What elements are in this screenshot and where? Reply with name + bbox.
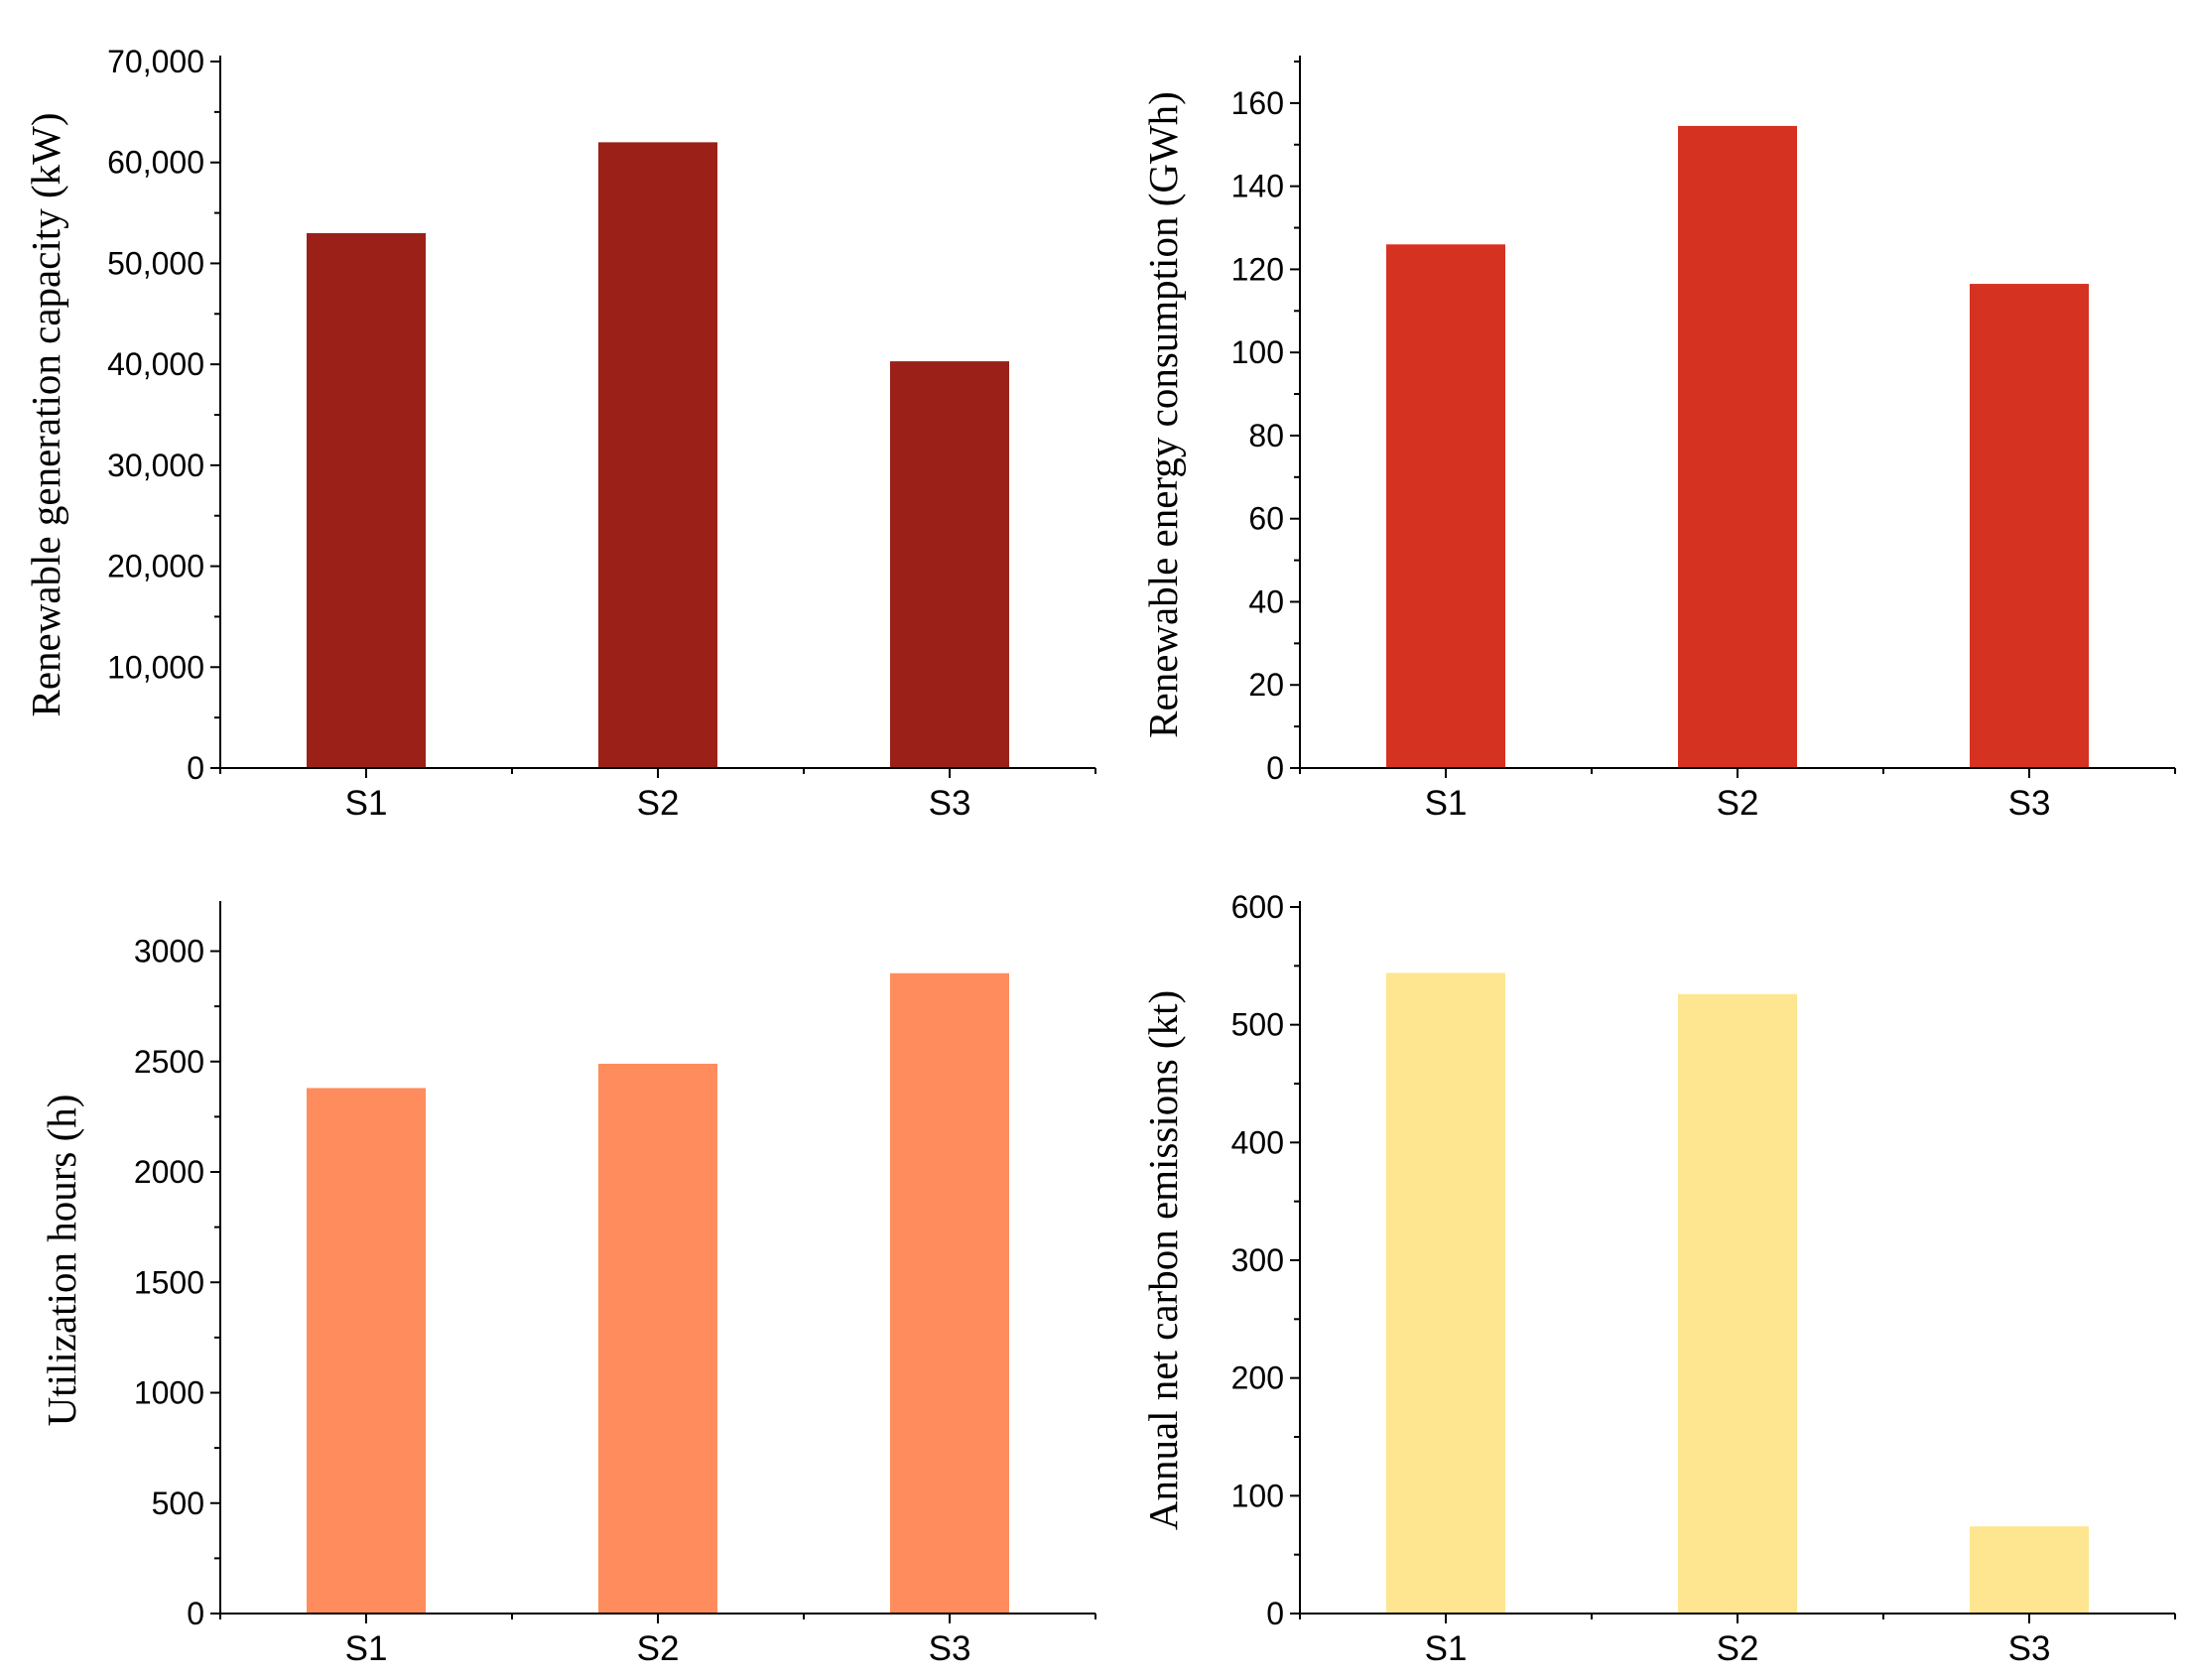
bar-s1 [307,1088,426,1614]
bar-s1 [1386,972,1505,1614]
chart-panel-2: 0 20 40 60 80 100 120 140 160 S1 S2 S3 Renewable ene… [1140,56,2176,823]
chart-panel-3: 0 500 1000 1500 2000 2500 3000 S1 S2 S3 Utilizatio… [39,901,1096,1668]
y-tick-label: 120 [1231,251,1284,287]
y-tick-label: 600 [1231,889,1284,925]
bar-s3 [890,361,1009,768]
y-tick-label: 500 [152,1486,204,1521]
x-tick-label-s2: S2 [1717,1629,1759,1668]
bar-s2 [598,1063,717,1614]
bar-s1 [307,232,426,768]
y-tick-label: 40,000 [107,346,204,382]
y-tick-label: 80 [1248,418,1284,453]
x-tick-label-s1: S1 [345,784,388,823]
y-tick-label: 0 [187,750,204,786]
bar-s3 [1970,1526,2089,1614]
y-tick-label: 100 [1231,334,1284,370]
chart-panel-4: 0 100 200 300 400 500 600 S1 S2 S3 Annual net carb… [1140,889,2176,1668]
y-axis-title: Renewable energy consumption (GWh) [1140,91,1186,738]
x-tick-label-s3: S3 [929,784,971,823]
y-tick-label: 200 [1231,1360,1284,1396]
x-tick-label-s1: S1 [1425,784,1468,823]
y-tick-label: 0 [187,1596,204,1631]
bar-s2 [1678,125,1797,768]
bar-s2 [598,142,717,768]
y-tick-label: 0 [1266,1596,1284,1631]
y-tick-label: 1000 [134,1375,204,1411]
y-tick-label: 20,000 [107,549,204,584]
y-tick-label: 1500 [134,1264,204,1300]
y-tick-label: 140 [1231,169,1284,204]
y-axis-title: Utilization hours (h) [39,1095,84,1427]
y-axis-title: Renewable generation capacity (kW) [23,113,68,717]
y-tick-label: 160 [1231,85,1284,121]
y-tick-label: 3000 [134,934,204,969]
y-tick-label: 20 [1248,667,1284,703]
y-axis-title: Annual net carbon emissions (kt) [1140,990,1186,1530]
y-tick-label: 400 [1231,1124,1284,1160]
y-tick-label: 70,000 [107,44,204,79]
y-tick-label: 0 [1266,750,1284,786]
y-tick-label: 40 [1248,583,1284,619]
bar-s1 [1386,244,1505,768]
y-tick-label: 50,000 [107,245,204,281]
y-tick-label: 2500 [134,1044,204,1080]
y-tick-label: 300 [1231,1242,1284,1278]
chart-panel-1: 0 10,000 20,000 30,000 40,000 50,000 60,000 70,… [23,44,1096,823]
y-tick-label: 10,000 [107,649,204,685]
y-tick-label: 30,000 [107,448,204,483]
bar-s2 [1678,993,1797,1614]
y-tick-label: 60 [1248,501,1284,537]
bar-s3 [890,972,1009,1614]
x-tick-label-s2: S2 [637,1629,680,1668]
x-tick-label-s3: S3 [2008,1629,2051,1668]
bar-s3 [1970,284,2089,768]
x-tick-label-s3: S3 [2008,784,2051,823]
x-tick-label-s2: S2 [637,784,680,823]
x-tick-label-s3: S3 [929,1629,971,1668]
x-tick-label-s1: S1 [345,1629,388,1668]
y-tick-label: 500 [1231,1007,1284,1043]
y-tick-label: 100 [1231,1478,1284,1513]
x-tick-label-s1: S1 [1425,1629,1468,1668]
y-tick-label: 2000 [134,1154,204,1190]
x-tick-label-s2: S2 [1717,784,1759,823]
y-tick-label: 60,000 [107,145,204,181]
